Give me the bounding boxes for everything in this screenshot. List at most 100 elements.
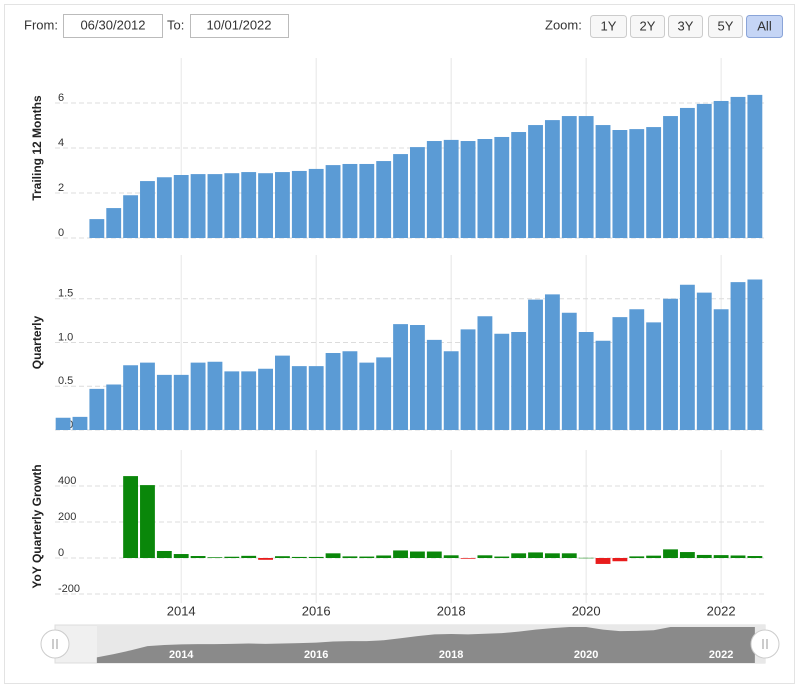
bar bbox=[325, 553, 341, 558]
zoom-button-label[interactable]: 3Y bbox=[678, 18, 694, 33]
bar bbox=[72, 416, 88, 430]
bar bbox=[342, 163, 358, 238]
bar bbox=[528, 299, 543, 430]
bar bbox=[173, 175, 189, 238]
bar bbox=[173, 374, 189, 430]
bar bbox=[123, 365, 139, 430]
bar bbox=[156, 177, 172, 238]
zoom-button-label[interactable]: 2Y bbox=[640, 18, 656, 33]
bar bbox=[156, 374, 172, 430]
bar bbox=[528, 125, 543, 238]
bar bbox=[460, 558, 476, 559]
bar bbox=[679, 107, 695, 238]
to-input[interactable] bbox=[190, 14, 289, 38]
x-tick-label: 2020 bbox=[572, 603, 601, 618]
bar bbox=[578, 116, 594, 238]
bar bbox=[544, 120, 560, 238]
zoom-button[interactable] bbox=[746, 15, 783, 38]
y-tick-label: 400 bbox=[58, 475, 76, 487]
bar bbox=[578, 557, 594, 559]
bar bbox=[325, 165, 341, 238]
x-tick-label: 2016 bbox=[302, 603, 331, 618]
from-label: From: bbox=[24, 17, 58, 32]
bar bbox=[275, 355, 290, 430]
bar bbox=[426, 141, 442, 238]
bar bbox=[646, 555, 662, 558]
bar bbox=[511, 332, 527, 430]
y-tick-label: 0.5 bbox=[58, 375, 73, 387]
bar bbox=[106, 208, 122, 238]
bar bbox=[410, 551, 425, 558]
bar bbox=[342, 556, 358, 558]
zoom-label: Zoom: bbox=[545, 17, 582, 32]
zoom-button-label[interactable]: 5Y bbox=[718, 18, 734, 33]
bar bbox=[730, 555, 746, 558]
bar bbox=[730, 282, 746, 430]
bar bbox=[291, 366, 307, 430]
zoom-button-label[interactable]: 1Y bbox=[601, 18, 617, 33]
zoom-buttons: 1Y 2Y 3Y 5Y All bbox=[590, 15, 783, 38]
navigator-handle[interactable] bbox=[40, 629, 70, 659]
from-value[interactable]: 06/30/2012 bbox=[80, 17, 145, 32]
bar bbox=[207, 174, 223, 238]
bar bbox=[663, 549, 678, 558]
bar bbox=[696, 292, 712, 430]
bar bbox=[443, 351, 459, 430]
bar bbox=[629, 556, 645, 558]
bar bbox=[646, 127, 662, 238]
bar bbox=[359, 362, 375, 430]
bar bbox=[679, 552, 695, 558]
bar bbox=[275, 556, 290, 558]
zoom-button[interactable] bbox=[590, 15, 627, 38]
bar bbox=[747, 94, 763, 239]
bar bbox=[494, 136, 510, 238]
bar bbox=[291, 556, 307, 558]
bar bbox=[646, 322, 662, 430]
bar bbox=[89, 388, 105, 430]
bar bbox=[696, 103, 712, 239]
y-tick-label: -200 bbox=[58, 583, 80, 595]
bar bbox=[190, 556, 206, 558]
zoom-button-label[interactable]: All bbox=[757, 18, 772, 33]
bar bbox=[460, 141, 476, 238]
y-tick-label: 1.5 bbox=[58, 288, 73, 300]
zoom-button[interactable] bbox=[668, 15, 703, 38]
navigator-handle[interactable] bbox=[750, 629, 780, 659]
bar bbox=[342, 351, 358, 430]
bar bbox=[612, 558, 628, 562]
y-axis-title: YoY Quarterly Growth bbox=[30, 464, 44, 588]
x-tick-label: 2018 bbox=[437, 603, 466, 618]
y-tick-label: 1.0 bbox=[58, 331, 73, 343]
bar bbox=[376, 357, 392, 430]
bar bbox=[393, 154, 408, 238]
bar bbox=[612, 317, 628, 430]
y-axis-title: Trailing 12 Months bbox=[30, 95, 44, 201]
bar bbox=[308, 168, 324, 238]
bar bbox=[241, 555, 257, 558]
bar bbox=[393, 324, 408, 430]
navigator-label: 2020 bbox=[574, 649, 598, 661]
to-value[interactable]: 10/01/2022 bbox=[206, 17, 271, 32]
to-label: To: bbox=[167, 17, 184, 32]
zoom-button[interactable] bbox=[630, 15, 665, 38]
bar bbox=[713, 309, 729, 430]
navigator-label: 2014 bbox=[169, 649, 194, 661]
y-axis-title: Quarterly bbox=[30, 315, 44, 369]
bar bbox=[494, 556, 510, 558]
bar bbox=[106, 384, 122, 430]
bar bbox=[89, 219, 105, 238]
bar bbox=[156, 550, 172, 558]
bar bbox=[477, 139, 493, 238]
bar bbox=[123, 476, 139, 558]
y-tick-label: 6 bbox=[58, 92, 64, 104]
bar bbox=[612, 130, 628, 238]
bar bbox=[663, 116, 678, 238]
y-tick-label: 0 bbox=[58, 227, 64, 239]
bar bbox=[544, 553, 560, 558]
bar bbox=[224, 173, 240, 238]
from-input[interactable] bbox=[63, 14, 163, 38]
zoom-button[interactable] bbox=[708, 15, 743, 38]
bar bbox=[561, 312, 577, 430]
bar bbox=[275, 172, 290, 238]
navigator-label: 2016 bbox=[304, 649, 328, 661]
